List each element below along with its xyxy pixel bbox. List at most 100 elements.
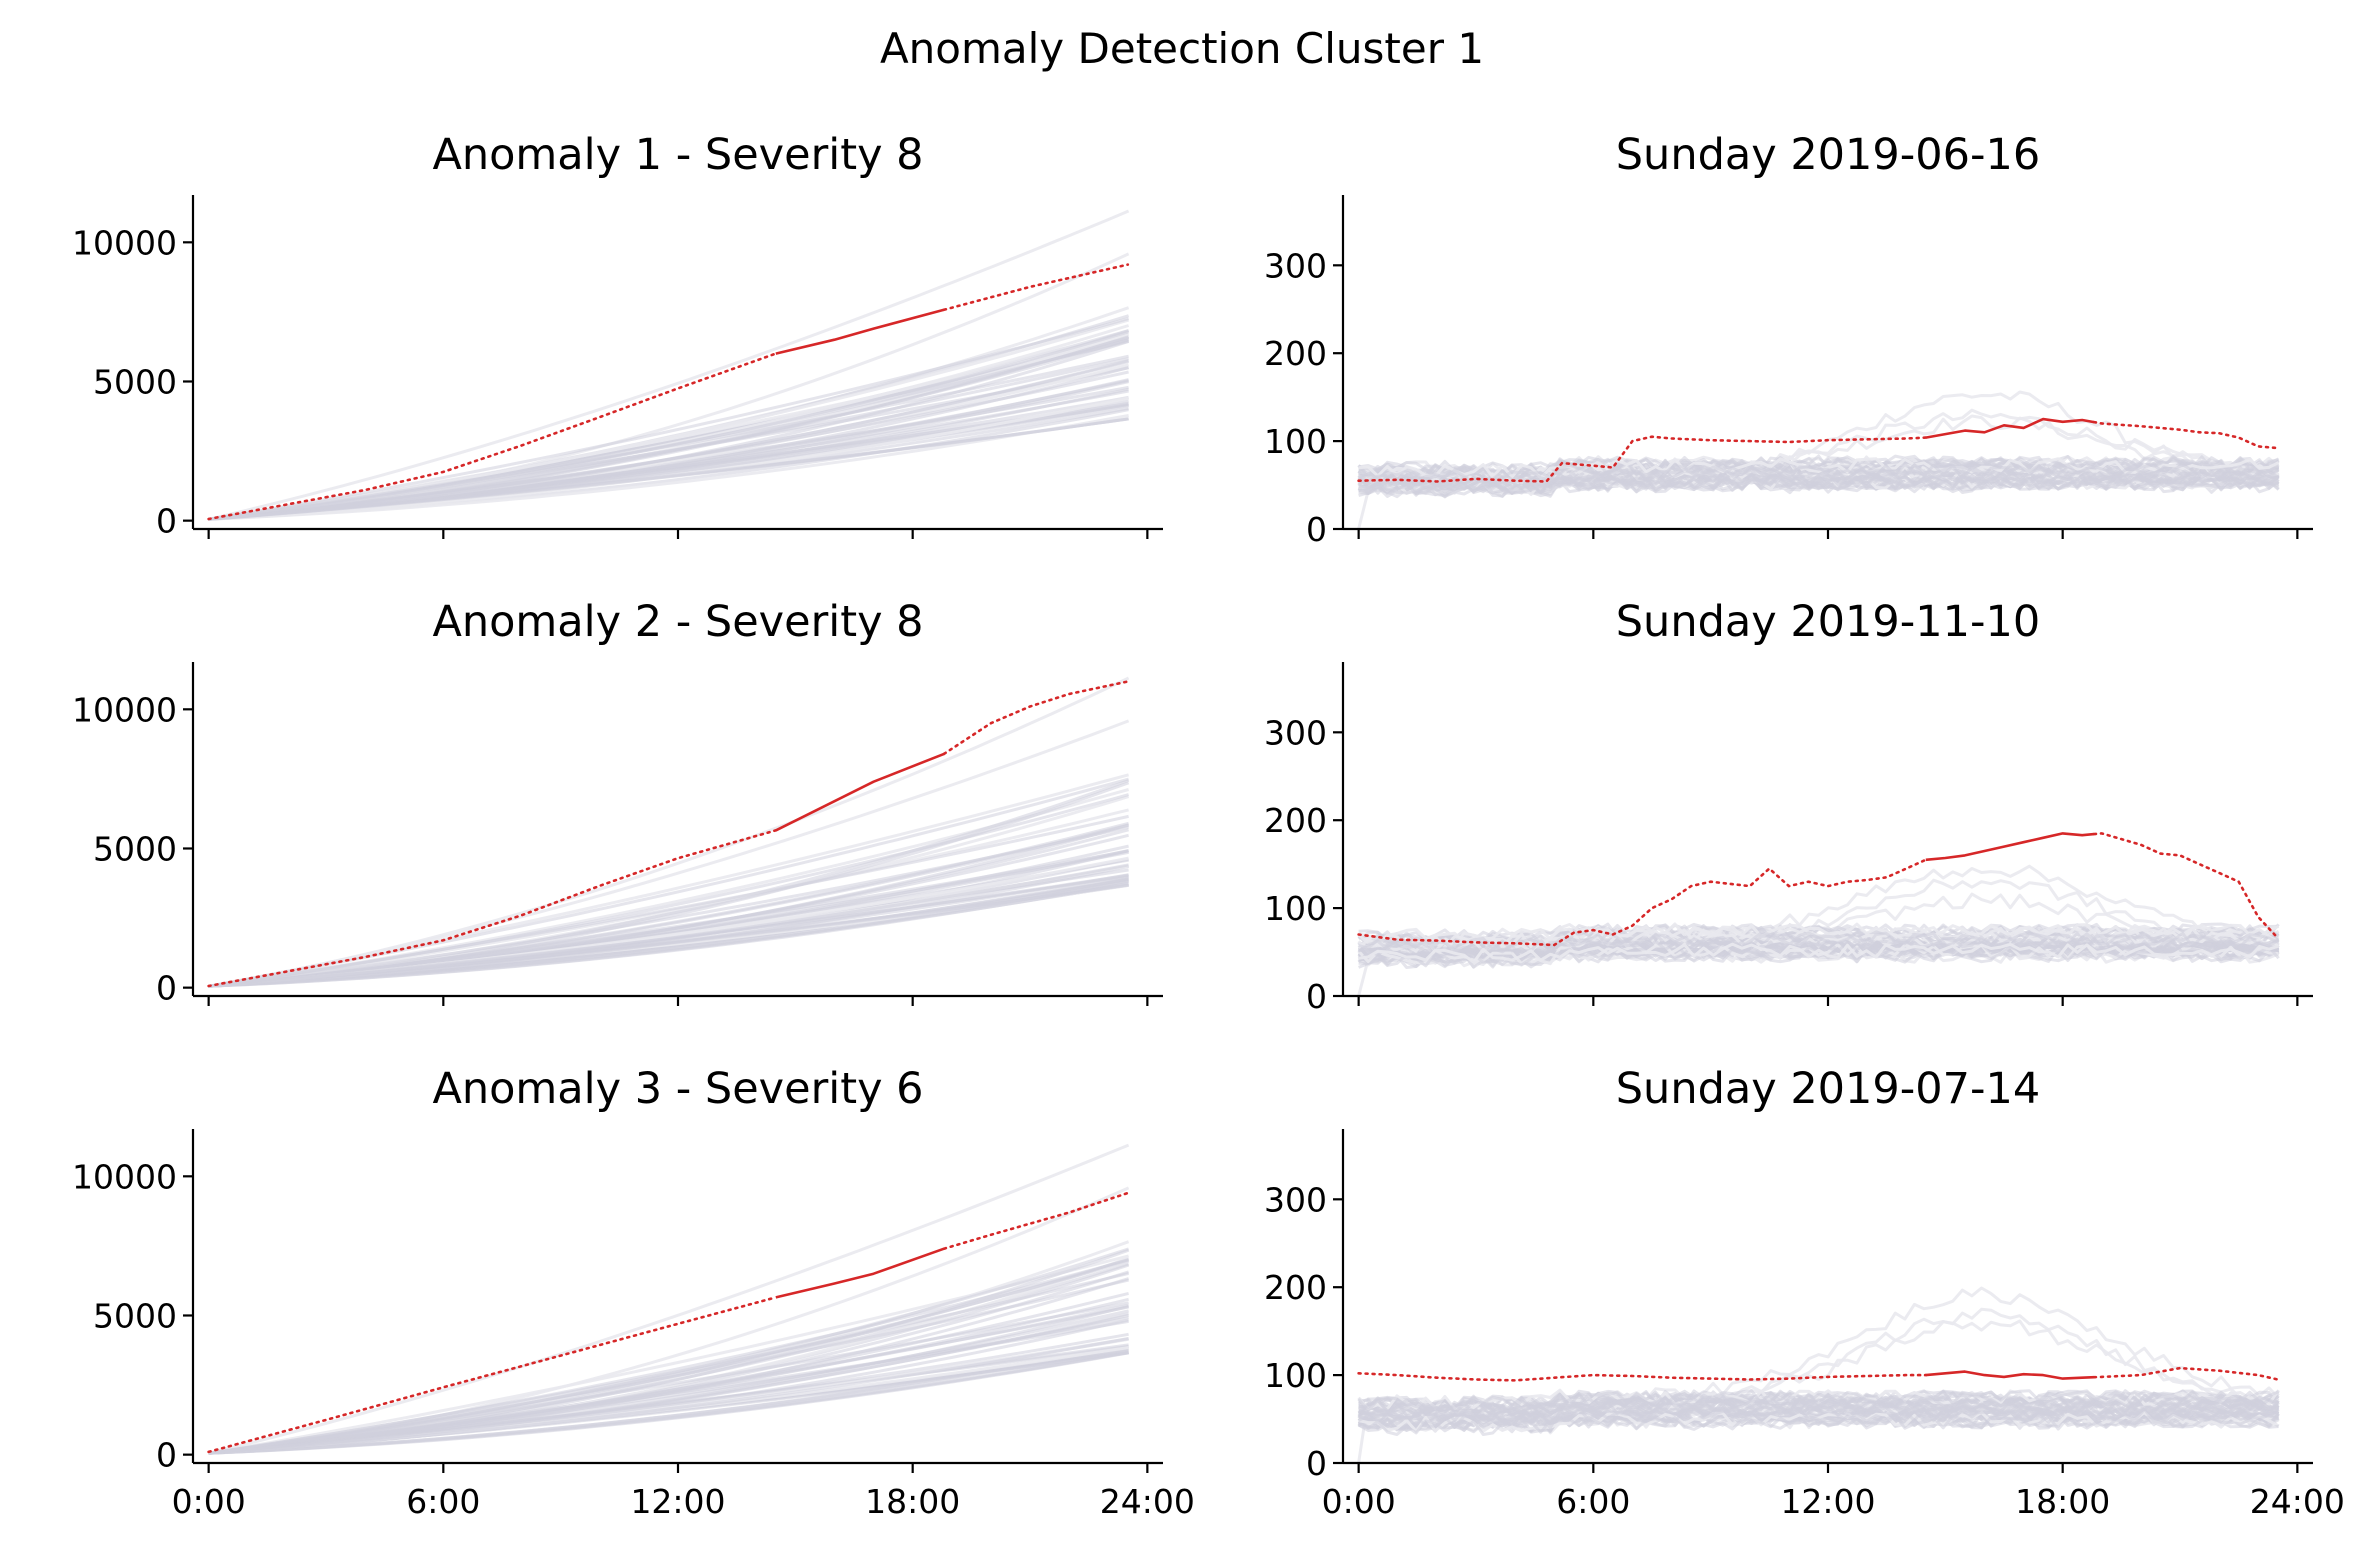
background-series [208,1248,1130,1455]
highlight-series-normal [207,1296,778,1454]
background-series [208,825,1129,988]
subplot-title: Anomaly 2 - Severity 8 [432,597,923,647]
highlight-series-anomaly [775,752,945,832]
y-tick-label: 0 [156,502,177,541]
highlight-series-anomaly [775,1247,945,1299]
y-tick-label: 300 [1264,1180,1327,1219]
background-series [208,1316,1129,1455]
y-tick-label: 300 [1264,713,1327,752]
x-tick-label: 6:00 [406,1482,480,1521]
highlight-series-anomaly [775,308,945,355]
highlight-series-normal [1357,858,1928,947]
x-tick-label: 24:00 [1100,1482,1195,1521]
y-tick-label: 5000 [93,1296,177,1335]
subplot-3: Anomaly 2 - Severity 8 0 5000 10000 [72,597,1163,1008]
highlight-series-normal [1357,1372,1928,1382]
highlight-series-anomaly [1925,832,2095,862]
background-series [208,1254,1129,1455]
background-series [1357,1400,2279,1422]
highlight-series-normal [2092,1366,2280,1381]
highlight-series-normal [2092,832,2280,940]
background-series [1357,1392,2280,1414]
highlight-series-anomaly [1925,1370,2095,1380]
subplot-title: Sunday 2019-11-10 [1616,597,2040,647]
background-series [208,1351,1129,1455]
highlight-series-normal [942,1191,1130,1250]
subplot-title: Anomaly 3 - Severity 6 [432,1064,923,1114]
background-series [208,1143,1130,1455]
y-tick-label: 5000 [93,362,177,401]
y-tick-label: 200 [1264,1268,1327,1307]
background-lines [208,209,1130,521]
y-tick-label: 200 [1264,801,1327,840]
background-lines [208,676,1130,988]
background-series [1358,942,2280,964]
background-series [208,850,1129,988]
y-tick-label: 0 [1306,1444,1327,1483]
y-tick-label: 0 [156,969,177,1008]
subplot-1: Anomaly 1 - Severity 8 0 5000 10000 [72,130,1163,541]
subplot-5: Anomaly 3 - Severity 6 0 5000 10000 0:00 6:00… [72,1064,1195,1521]
highlight-series-normal [942,680,1130,756]
background-series [208,883,1129,988]
background-series [208,306,1130,521]
y-tick-label: 100 [1264,1356,1327,1395]
background-series [1357,1286,2280,1464]
y-tick-label: 10000 [72,690,177,729]
x-tick-label: 18:00 [2015,1482,2110,1521]
highlight-series-normal [942,263,1130,312]
subplot-2: Sunday 2019-06-16 0 100 200 300 [1264,130,2313,549]
x-tick-label: 18:00 [865,1482,960,1521]
background-series [208,354,1129,521]
background-series [208,359,1129,521]
subplot-title: Sunday 2019-07-14 [1616,1064,2040,1114]
background-series [1358,473,2280,496]
background-lines [208,1143,1130,1455]
figure-title: Anomaly Detection Cluster 1 [879,24,1485,73]
background-series [1357,943,2279,966]
y-tick-label: 300 [1264,246,1327,285]
x-tick-label: 6:00 [1556,1482,1630,1521]
background-series [208,1337,1129,1455]
background-lines [1357,864,2280,997]
subplot-4: Sunday 2019-11-10 0 100 200 300 [1264,597,2313,1016]
subplot-title: Sunday 2019-06-16 [1616,130,2040,180]
subplot-6: Sunday 2019-07-14 0 100 200 300 0:00 6:00 12:00… [1264,1064,2345,1521]
highlight-series-normal [207,829,778,988]
x-tick-label: 0:00 [1322,1482,1396,1521]
y-tick-label: 5000 [93,829,177,868]
background-series [1358,1410,2280,1433]
background-series [1358,457,2280,480]
background-series [1357,1388,2280,1411]
highlight-series-anomaly [1925,417,2095,439]
y-tick-label: 100 [1264,889,1327,928]
y-tick-label: 10000 [72,1157,177,1196]
background-series [208,1186,1130,1455]
x-tick-label: 24:00 [2250,1482,2345,1521]
y-tick-label: 0 [1306,977,1327,1016]
background-series [208,209,1130,521]
background-series [208,317,1129,521]
background-series [208,1240,1130,1455]
background-series [1357,463,2280,486]
background-series [208,378,1129,521]
background-series [1358,1414,2279,1436]
highlight-series-normal [207,352,778,521]
y-tick-label: 0 [1306,510,1327,549]
background-series [208,814,1129,988]
background-series [1357,931,2280,953]
background-series [1358,1389,2280,1411]
highlight-series-normal [1357,435,1928,483]
y-tick-label: 100 [1264,422,1327,461]
subplot-title: Anomaly 1 - Severity 8 [432,130,923,180]
x-tick-label: 0:00 [172,1482,246,1521]
y-tick-label: 10000 [72,223,177,262]
background-series [208,1256,1130,1455]
x-tick-label: 12:00 [630,1482,725,1521]
background-lines [1357,390,2280,530]
background-lines [1357,1286,2280,1464]
highlight-series-normal [2092,420,2280,450]
background-series [1357,475,2279,496]
